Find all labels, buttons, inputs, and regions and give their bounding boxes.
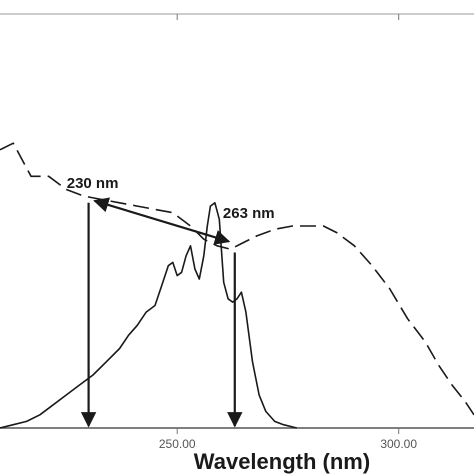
x-axis-label: Wavelength (nm): [194, 449, 370, 474]
x-tick-label: 250.00: [159, 437, 196, 451]
annotation-label: 230 nm: [67, 175, 119, 192]
plot-frame: [0, 13, 474, 429]
series-layer: [0, 142, 474, 429]
series-line-dashed: [0, 142, 474, 416]
series-line-solid: [0, 202, 297, 429]
x-tick-label: 300.00: [380, 437, 417, 451]
tick-layer: 250.00 300.00: [159, 14, 417, 451]
annotation-layer: 230 nm 263 nm: [67, 175, 275, 428]
annotation-label: 263 nm: [223, 205, 275, 222]
peak-connector-arrow: [93, 197, 231, 245]
